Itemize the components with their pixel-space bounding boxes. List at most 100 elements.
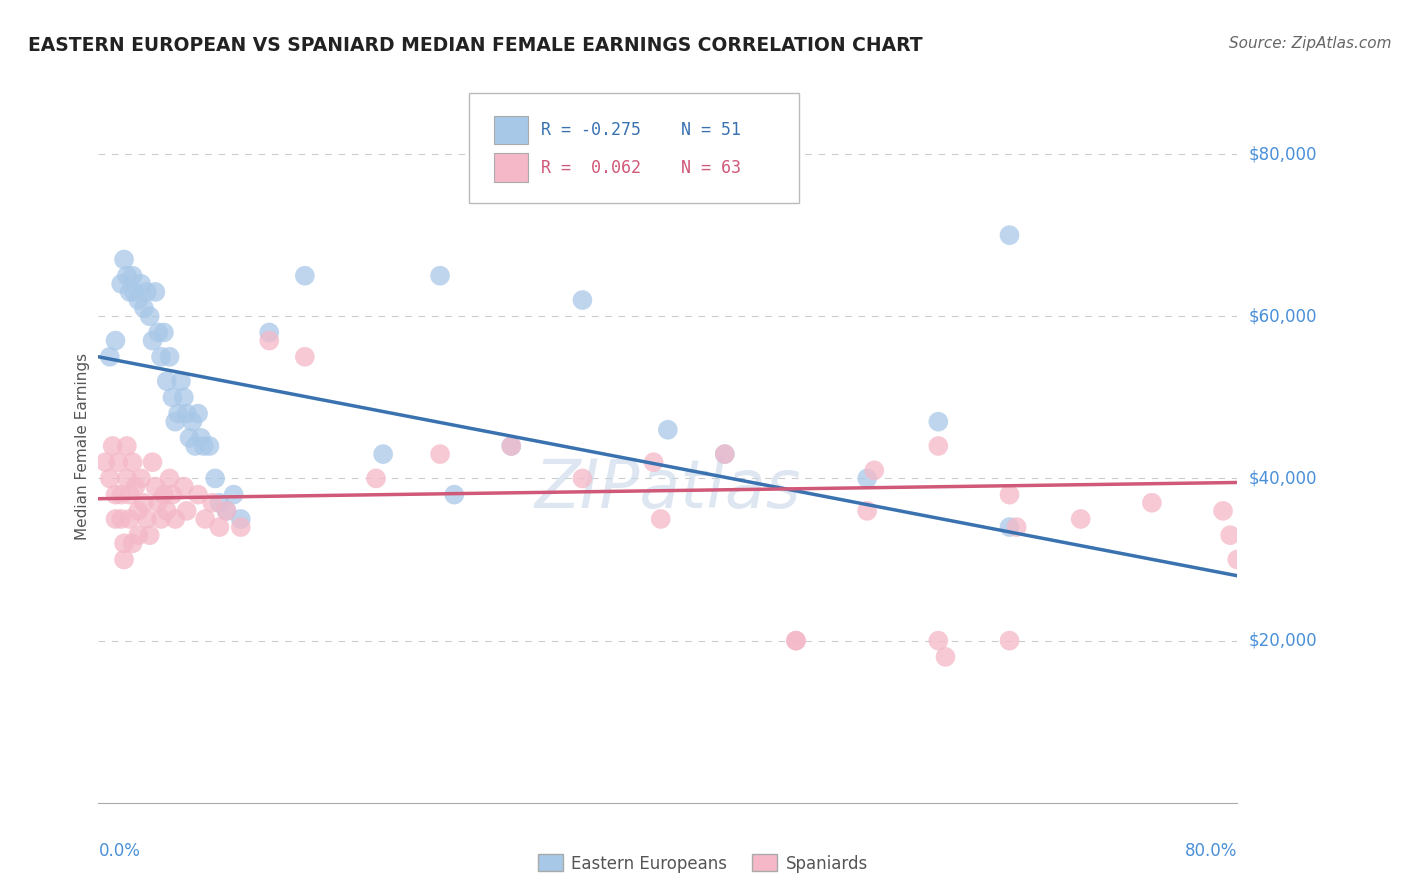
Point: [94, 455, 117, 469]
Point: [124, 479, 146, 493]
Point: [856, 471, 879, 485]
Point: [115, 439, 138, 453]
Text: 80.0%: 80.0%: [1185, 842, 1237, 860]
Point: [104, 334, 127, 348]
Point: [176, 504, 198, 518]
Point: [135, 512, 157, 526]
Point: [127, 528, 149, 542]
Point: [190, 431, 212, 445]
Text: Source: ZipAtlas.com: Source: ZipAtlas.com: [1229, 36, 1392, 51]
Point: [187, 407, 209, 421]
Point: [1070, 512, 1092, 526]
Point: [145, 479, 167, 493]
Text: $60,000: $60,000: [1249, 307, 1317, 326]
Point: [201, 496, 224, 510]
Point: [998, 520, 1021, 534]
Text: $20,000: $20,000: [1249, 632, 1317, 649]
Point: [110, 277, 132, 291]
Point: [167, 407, 190, 421]
Point: [118, 488, 141, 502]
Point: [110, 488, 132, 502]
Point: [121, 268, 143, 283]
Point: [162, 488, 184, 502]
Text: EASTERN EUROPEAN VS SPANIARD MEDIAN FEMALE EARNINGS CORRELATION CHART: EASTERN EUROPEAN VS SPANIARD MEDIAN FEMA…: [28, 36, 922, 54]
Point: [187, 488, 209, 502]
Point: [173, 479, 195, 493]
Point: [429, 268, 451, 283]
FancyBboxPatch shape: [494, 153, 527, 182]
Point: [785, 633, 807, 648]
Point: [148, 496, 170, 510]
Point: [215, 504, 238, 518]
Point: [138, 528, 160, 542]
Point: [173, 390, 195, 404]
Point: [162, 390, 184, 404]
Point: [998, 228, 1021, 243]
Point: [118, 285, 141, 299]
Point: [501, 439, 523, 453]
Point: [104, 512, 127, 526]
Point: [429, 447, 451, 461]
Point: [927, 633, 949, 648]
Point: [148, 326, 170, 340]
Point: [179, 431, 201, 445]
Point: [112, 536, 135, 550]
Point: [373, 447, 395, 461]
Point: [714, 447, 737, 461]
Point: [1226, 552, 1249, 566]
Point: [714, 447, 737, 461]
Legend: Eastern Europeans, Spaniards: Eastern Europeans, Spaniards: [531, 847, 875, 880]
Point: [259, 334, 281, 348]
Point: [132, 496, 155, 510]
Point: [127, 293, 149, 307]
Point: [194, 512, 217, 526]
Point: [856, 504, 879, 518]
Point: [115, 268, 138, 283]
Point: [104, 488, 127, 502]
Point: [934, 649, 956, 664]
Point: [101, 439, 124, 453]
Point: [129, 277, 152, 291]
Point: [294, 350, 316, 364]
Point: [443, 488, 465, 502]
Point: [150, 512, 173, 526]
Text: ZIPatlas: ZIPatlas: [534, 456, 801, 522]
Point: [998, 488, 1021, 502]
Point: [571, 293, 593, 307]
Point: [259, 326, 281, 340]
Point: [98, 471, 121, 485]
Point: [1212, 504, 1234, 518]
Point: [193, 439, 215, 453]
Point: [863, 463, 886, 477]
Point: [153, 326, 176, 340]
Point: [198, 439, 221, 453]
Point: [785, 633, 807, 648]
Point: [165, 512, 187, 526]
Point: [208, 520, 231, 534]
Point: [1005, 520, 1028, 534]
Point: [132, 301, 155, 315]
Point: [165, 415, 187, 429]
Text: $80,000: $80,000: [1249, 145, 1317, 163]
Point: [145, 285, 167, 299]
Point: [170, 374, 193, 388]
Point: [156, 504, 179, 518]
Point: [121, 536, 143, 550]
Point: [98, 350, 121, 364]
Point: [927, 415, 949, 429]
Point: [112, 552, 135, 566]
Text: 0.0%: 0.0%: [98, 842, 141, 860]
Point: [110, 512, 132, 526]
Point: [159, 471, 181, 485]
Point: [127, 504, 149, 518]
Point: [1140, 496, 1163, 510]
Point: [112, 252, 135, 267]
Y-axis label: Median Female Earnings: Median Female Earnings: [75, 352, 90, 540]
Point: [122, 285, 145, 299]
Point: [121, 455, 143, 469]
Point: [153, 488, 176, 502]
Point: [156, 374, 179, 388]
Point: [229, 512, 252, 526]
Point: [650, 512, 672, 526]
Point: [927, 439, 949, 453]
